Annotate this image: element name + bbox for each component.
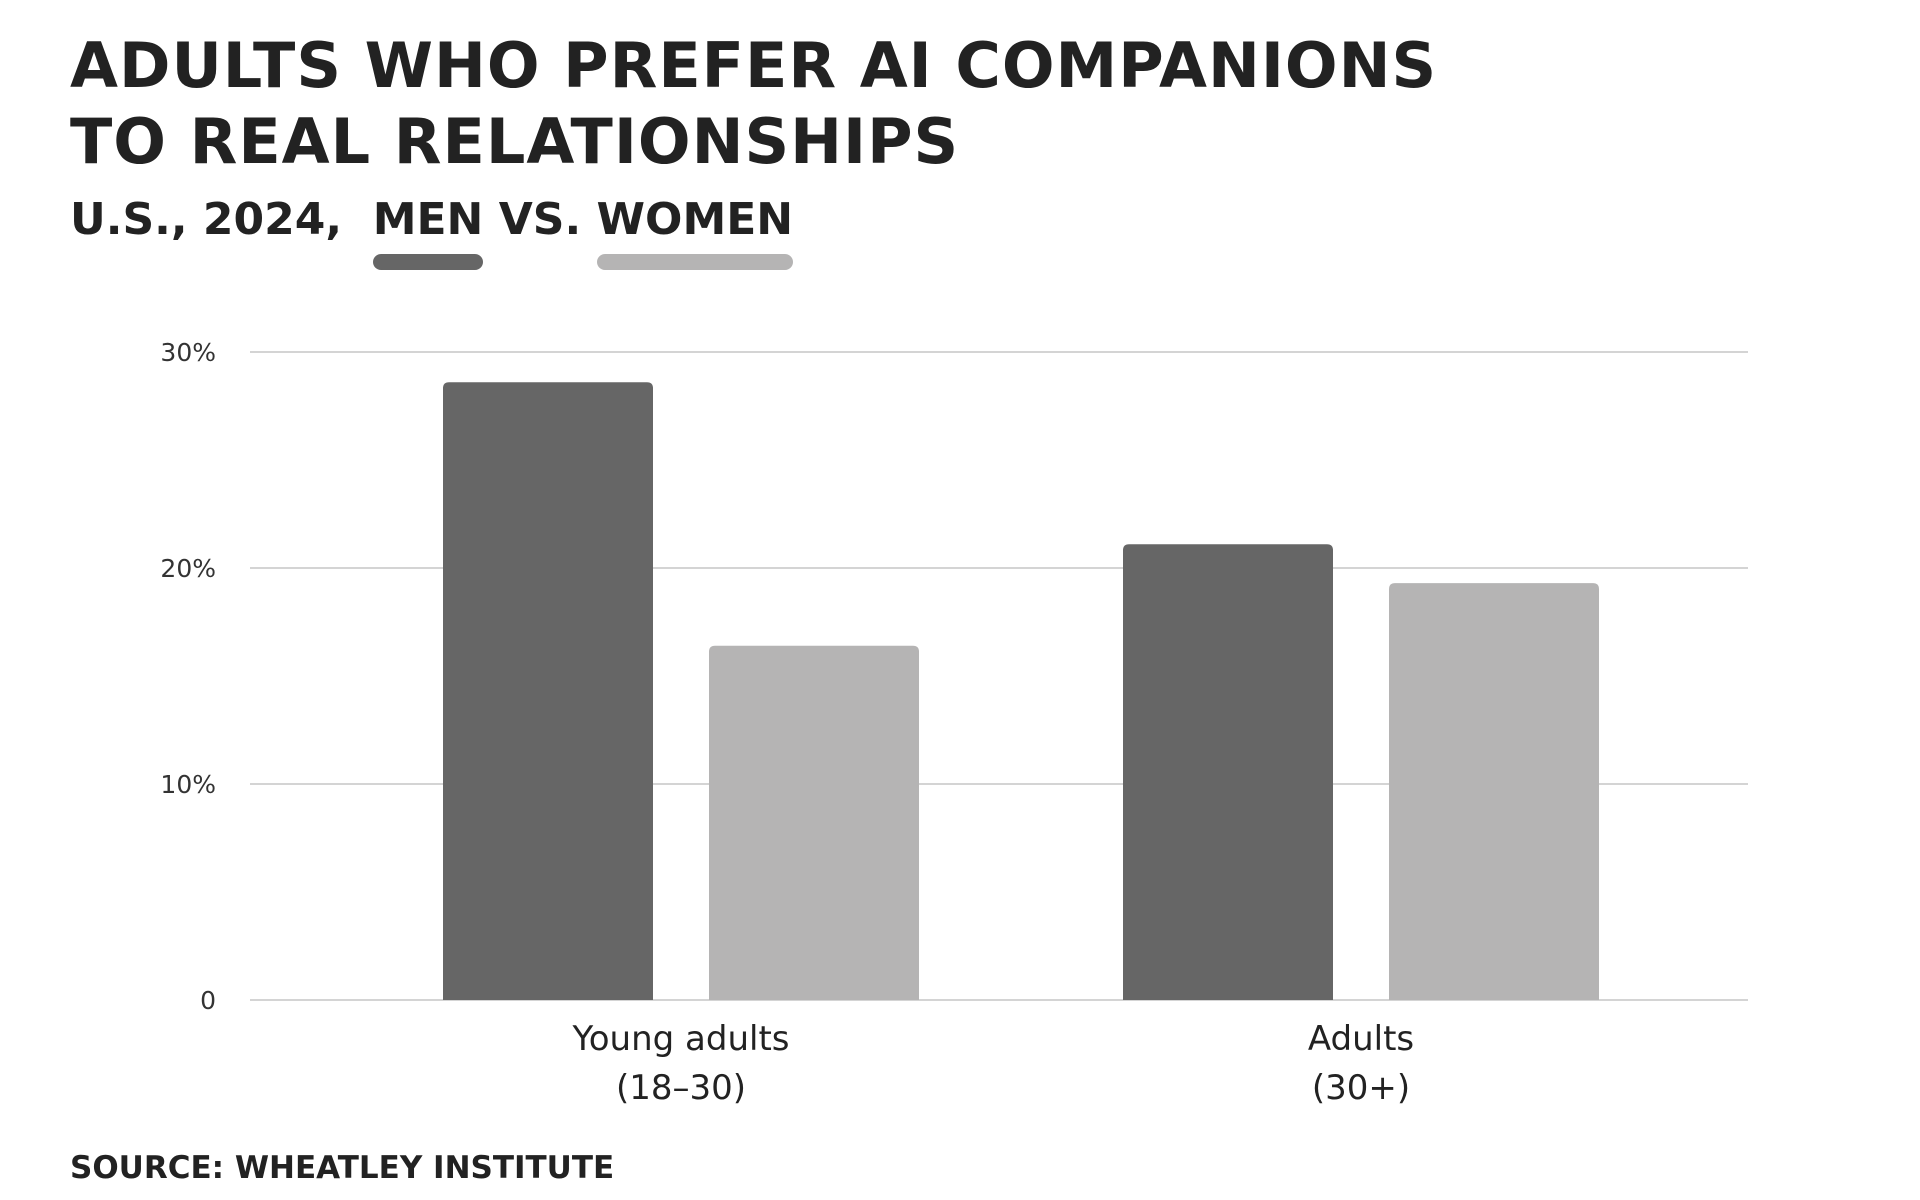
y-tick-label: 20%	[160, 554, 216, 583]
bar-women-1	[1389, 583, 1599, 1000]
legend-women: WOMEN	[596, 192, 794, 270]
legend-women-swatch	[596, 254, 794, 270]
chart-subtitle: U.S., 2024, MEN VS. WOMEN	[70, 192, 794, 270]
x-category-label: (30+)	[1312, 1068, 1410, 1108]
x-category-label: (18–30)	[616, 1068, 746, 1108]
bars	[443, 382, 1599, 1000]
x-category-label: Young adults	[572, 1019, 790, 1059]
subtitle-vs: VS.	[498, 194, 582, 245]
y-tick-label: 10%	[160, 770, 216, 799]
legend-men: MEN	[372, 192, 484, 270]
bar-men-0	[443, 382, 653, 1000]
bar-women-0	[709, 645, 919, 1000]
legend-women-label: WOMEN	[596, 194, 794, 245]
x-axis-categories: Young adults (18–30) Adults (30+)	[572, 1019, 1415, 1108]
y-axis-ticks: 0 10% 20% 30%	[160, 338, 216, 1015]
chart-title-line-2: TO REAL RELATIONSHIPS	[70, 105, 960, 178]
subtitle-prefix: U.S., 2024,	[70, 194, 343, 245]
y-tick-label: 30%	[160, 338, 216, 367]
y-tick-label: 0	[200, 986, 216, 1015]
x-category-label: Adults	[1308, 1019, 1414, 1059]
legend-men-label: MEN	[372, 194, 484, 245]
bar-men-1	[1123, 544, 1333, 1000]
chart-title-line-1: ADULTS WHO PREFER AI COMPANIONS	[70, 29, 1438, 102]
legend-men-swatch	[372, 254, 484, 270]
source-note: SOURCE: WHEATLEY INSTITUTE	[70, 1150, 615, 1186]
chart-title: ADULTS WHO PREFER AI COMPANIONS TO REAL …	[70, 28, 1437, 180]
